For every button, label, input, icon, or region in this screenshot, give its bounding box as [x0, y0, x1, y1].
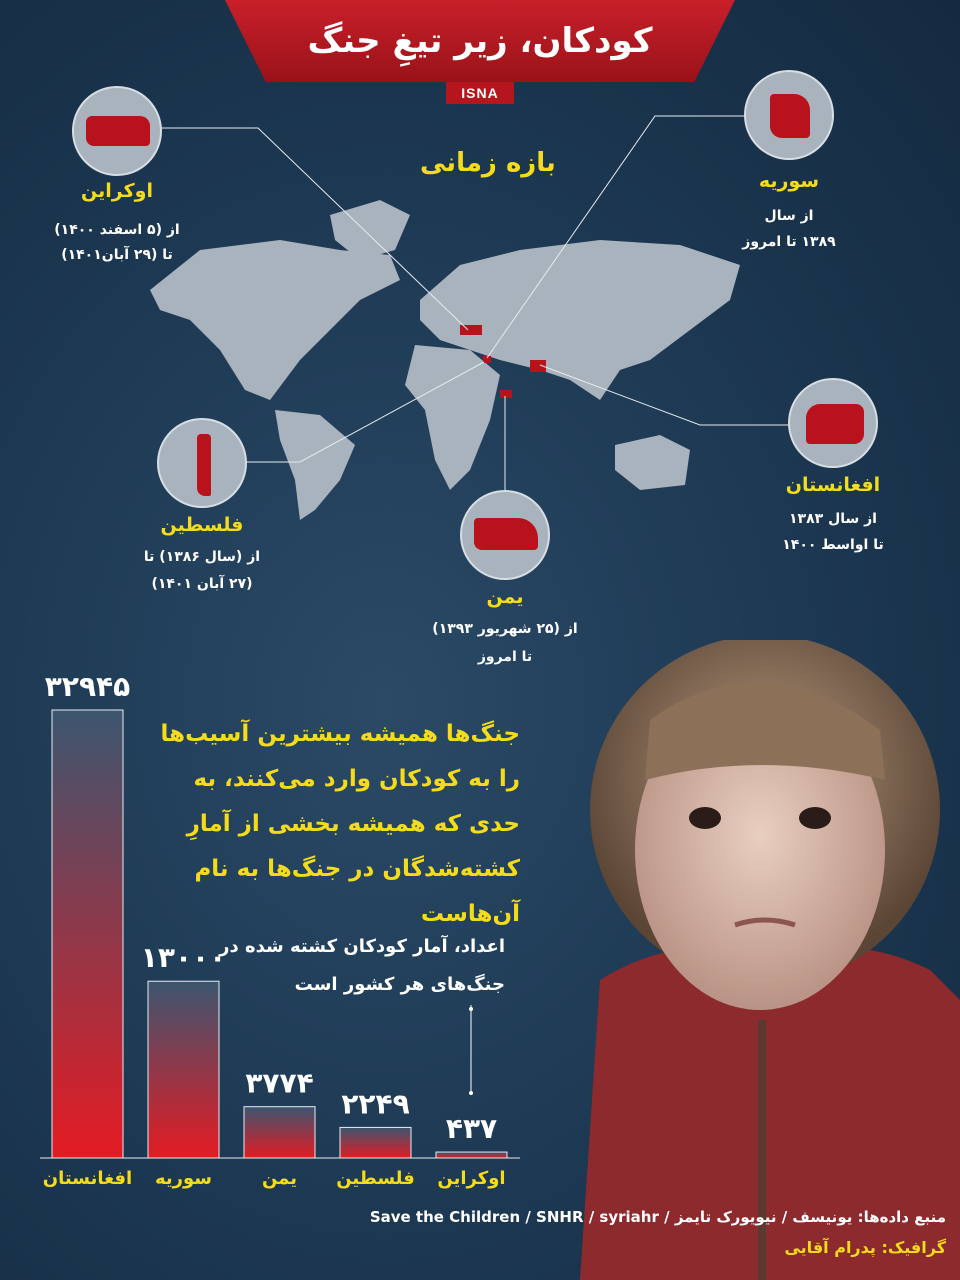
syria-period-2: ۱۳۸۹ تا امروز — [742, 234, 836, 250]
ukraine-period-2: تا (۲۹ آبان۱۴۰۱) — [61, 247, 173, 263]
world-map — [150, 115, 790, 520]
afghanistan-label: افغانستان — [785, 474, 881, 496]
palestine-label: فلسطین — [160, 514, 244, 536]
syria-period-1: از سال — [764, 208, 814, 224]
page-title: کودکان، زیر تیغِ جنگ — [307, 21, 653, 61]
australia — [615, 435, 690, 490]
connector-ukraine — [162, 127, 469, 331]
syria-map-circle — [744, 70, 834, 160]
ukraine-label: اوکراین — [81, 180, 153, 202]
greenland — [330, 200, 410, 260]
period-heading: بازه زمانی — [420, 148, 556, 178]
north-america — [150, 240, 400, 400]
ukraine-marker — [460, 325, 482, 335]
child-photo — [580, 640, 960, 1280]
afghanistan-marker — [530, 360, 546, 372]
isna-logo: ISNA — [446, 82, 514, 104]
africa — [405, 345, 500, 490]
graphic-credit: گرافیک: پدرام آقایی — [784, 1238, 946, 1257]
palestine-map-circle — [157, 418, 247, 508]
palestine-period-2: (۲۷ آبان ۱۴۰۱) — [151, 576, 253, 592]
connector-afghanistan — [539, 364, 790, 426]
yemen-map-circle — [460, 490, 550, 580]
syria-label: سوریه — [758, 170, 820, 192]
headline: جنگ‌ها همیشه بیشترین آسیب‌ها را به کودکا… — [160, 721, 520, 927]
afghanistan-map-circle — [788, 378, 878, 468]
yemen-label: یمن — [486, 586, 524, 608]
yemen-period-1: از (۲۵ شهریور ۱۳۹۳) — [432, 621, 578, 637]
title-banner: کودکان، زیر تیغِ جنگ — [225, 0, 735, 82]
south-america — [275, 410, 355, 520]
note-pointer — [469, 1005, 473, 1095]
data-source: منبع داده‌ها: یونیسف / نیویورک تایمز / S… — [369, 1208, 946, 1226]
yemen-marker — [500, 390, 512, 398]
europe-asia — [420, 240, 740, 400]
ukraine-period-1: از (۵ اسفند ۱۴۰۰) — [54, 222, 180, 238]
chart-note: اعداد، آمار کودکان کشته شده در جنگ‌های ه… — [219, 936, 505, 995]
syria-marker — [483, 356, 491, 363]
connector-syria — [486, 115, 745, 359]
connector-palestine — [235, 361, 485, 463]
ukraine-map-circle — [72, 86, 162, 176]
yemen-period-2: تا امروز — [477, 649, 533, 665]
afghanistan-period-2: تا اواسط ۱۴۰۰ — [782, 537, 884, 553]
afghanistan-period-1: از سال ۱۳۸۳ — [789, 511, 877, 527]
palestine-period-1: از (سال ۱۳۸۶) تا — [143, 549, 261, 565]
